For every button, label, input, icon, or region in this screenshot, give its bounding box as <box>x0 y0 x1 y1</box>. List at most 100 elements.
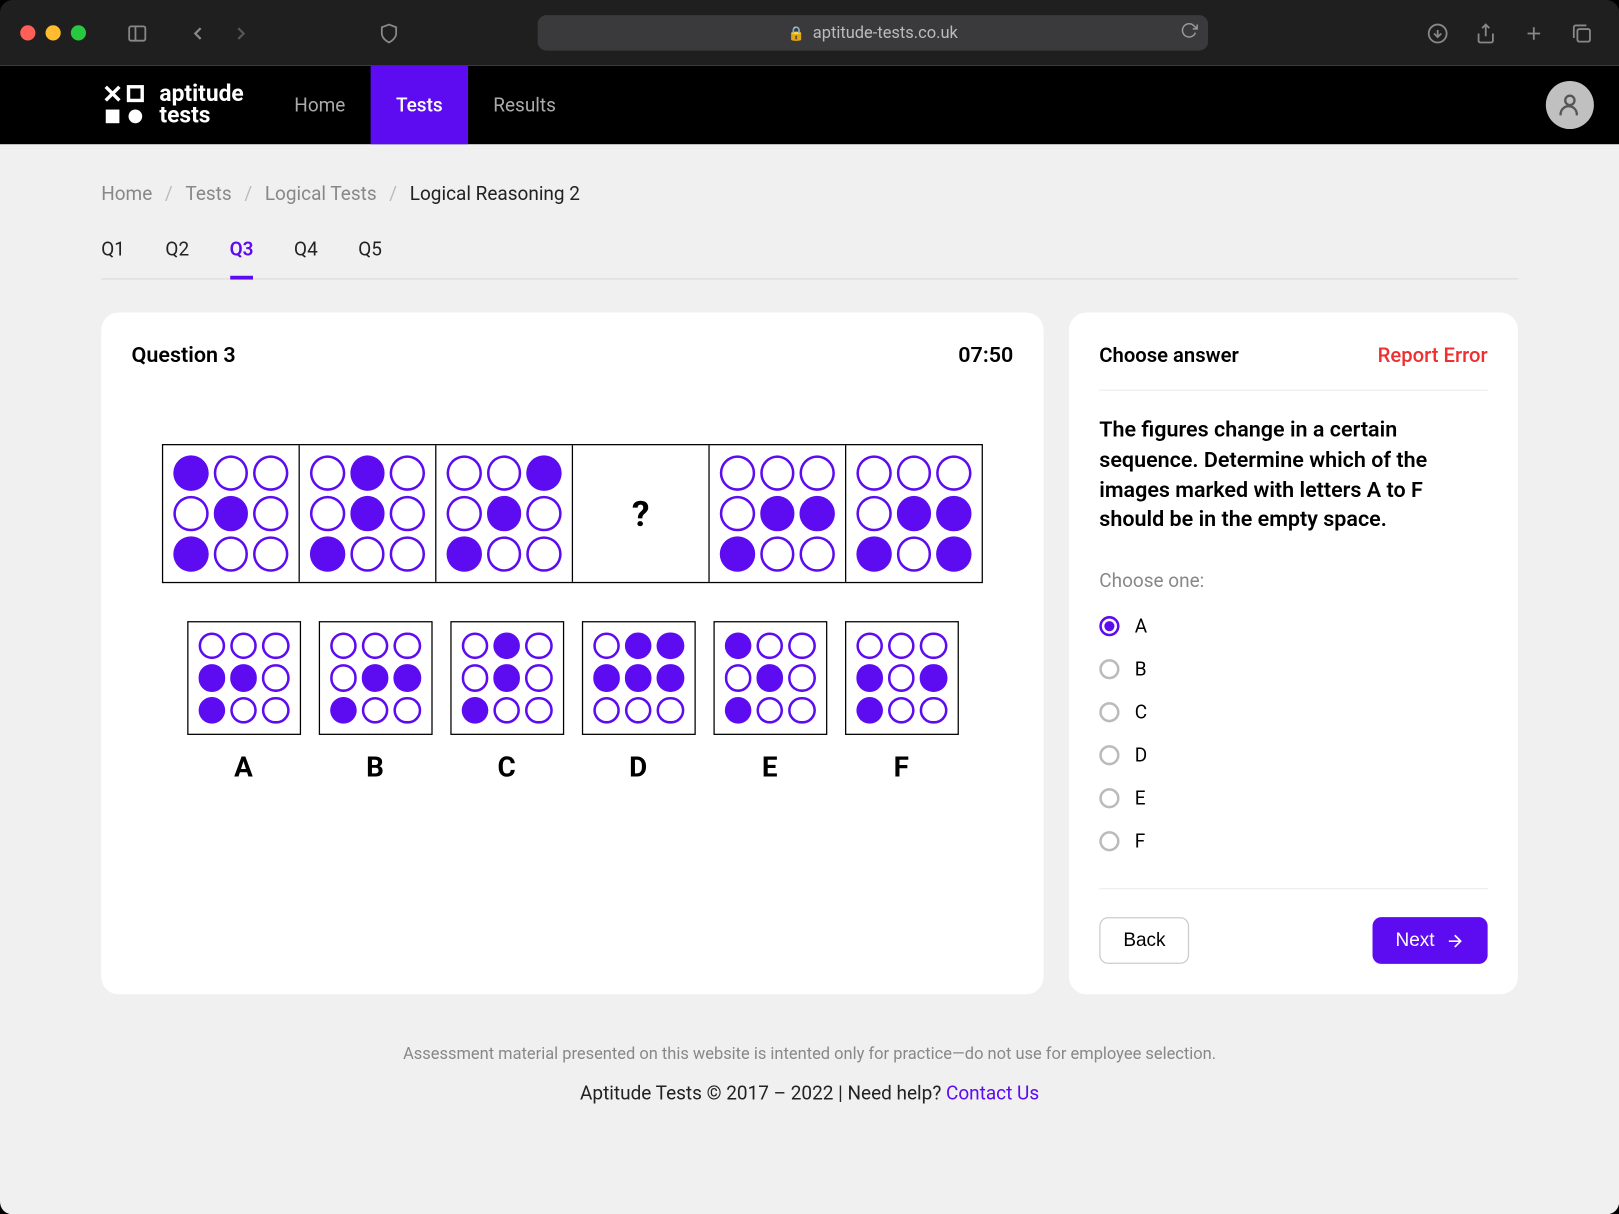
radio-option-f[interactable]: F <box>1099 830 1487 853</box>
dot <box>487 536 522 571</box>
dot <box>390 496 425 531</box>
option-label: E <box>762 753 778 785</box>
option-label: D <box>629 753 647 785</box>
question-tab-q1[interactable]: Q1 <box>101 238 125 278</box>
contact-us-link[interactable]: Contact Us <box>946 1082 1039 1105</box>
dot <box>937 536 972 571</box>
option-a[interactable]: A <box>187 621 301 784</box>
close-window-button[interactable] <box>20 25 35 40</box>
breadcrumb: Home/Tests/Logical Tests/Logical Reasoni… <box>101 182 1518 205</box>
breadcrumb-separator: / <box>165 182 173 205</box>
option-box <box>713 621 827 735</box>
dot-grid <box>720 455 835 571</box>
nav-link-tests[interactable]: Tests <box>371 66 468 144</box>
dot <box>262 665 289 692</box>
dot <box>310 496 345 531</box>
option-b[interactable]: B <box>318 621 432 784</box>
breadcrumb-item[interactable]: Home <box>101 182 152 205</box>
forward-icon[interactable] <box>223 15 258 50</box>
option-label: A <box>234 753 253 785</box>
question-tab-q2[interactable]: Q2 <box>165 238 189 278</box>
maximize-window-button[interactable] <box>71 25 86 40</box>
dot <box>394 633 421 660</box>
breadcrumb-item[interactable]: Tests <box>185 182 231 205</box>
radio-option-a[interactable]: A <box>1099 615 1487 638</box>
back-icon[interactable] <box>180 15 215 50</box>
logo-text: aptitude tests <box>159 83 243 126</box>
radio-option-c[interactable]: C <box>1099 701 1487 724</box>
option-c[interactable]: C <box>450 621 564 784</box>
dot <box>330 633 357 660</box>
options-row: A BC D E F <box>182 621 963 784</box>
choose-one-label: Choose one: <box>1099 569 1487 592</box>
url-bar[interactable]: 🔒 aptitude-tests.co.uk <box>538 15 1208 50</box>
question-tab-q4[interactable]: Q4 <box>294 238 318 278</box>
breadcrumb-current: Logical Reasoning 2 <box>410 182 580 205</box>
dot-grid <box>330 633 421 724</box>
dot <box>593 633 620 660</box>
option-d[interactable]: D <box>581 621 695 784</box>
breadcrumb-item[interactable]: Logical Tests <box>265 182 377 205</box>
sequence-cell <box>846 445 981 582</box>
new-tab-icon[interactable] <box>1515 15 1550 50</box>
logo-mark <box>101 82 147 128</box>
sidebar-toggle-icon[interactable] <box>119 15 154 50</box>
question-instruction: The figures change in a certain sequence… <box>1099 416 1487 536</box>
reload-icon[interactable] <box>1180 22 1198 45</box>
dot <box>788 633 815 660</box>
tabs-overview-icon[interactable] <box>1564 15 1599 50</box>
radio-label: E <box>1135 787 1146 810</box>
dot <box>230 665 257 692</box>
dot <box>760 536 795 571</box>
dot <box>198 633 225 660</box>
dot <box>253 455 288 490</box>
radio-dot <box>1099 616 1119 636</box>
question-timer: 07:50 <box>958 343 1013 368</box>
question-tab-q5[interactable]: Q5 <box>358 238 382 278</box>
dot <box>800 536 835 571</box>
answer-card: Choose answer Report Error The figures c… <box>1069 312 1518 994</box>
dot <box>350 536 385 571</box>
traffic-lights <box>20 25 86 40</box>
dot <box>724 697 751 724</box>
user-avatar[interactable] <box>1546 81 1594 129</box>
dot <box>625 697 652 724</box>
radio-option-d[interactable]: D <box>1099 744 1487 767</box>
dot <box>230 633 257 660</box>
site-logo[interactable]: aptitude tests <box>101 82 243 128</box>
question-tab-q3[interactable]: Q3 <box>230 238 254 280</box>
radio-option-b[interactable]: B <box>1099 658 1487 681</box>
radio-dot <box>1099 702 1119 722</box>
dot <box>447 496 482 531</box>
sequence-row: ? <box>162 444 983 583</box>
dot <box>350 455 385 490</box>
sequence-cell <box>300 445 437 582</box>
option-box <box>318 621 432 735</box>
dot <box>756 697 783 724</box>
privacy-shield-icon[interactable] <box>371 15 406 50</box>
dot <box>213 496 248 531</box>
next-button[interactable]: Next <box>1373 917 1488 964</box>
dot <box>657 633 684 660</box>
back-button[interactable]: Back <box>1099 917 1189 964</box>
option-e[interactable]: E <box>713 621 827 784</box>
dot <box>487 496 522 531</box>
download-icon[interactable] <box>1419 15 1454 50</box>
nav-link-results[interactable]: Results <box>468 66 581 144</box>
nav-link-home[interactable]: Home <box>269 66 371 144</box>
share-icon[interactable] <box>1467 15 1502 50</box>
dot <box>800 496 835 531</box>
radio-option-e[interactable]: E <box>1099 787 1487 810</box>
radio-label: F <box>1135 830 1145 853</box>
dot <box>527 496 562 531</box>
breadcrumb-separator: / <box>389 182 397 205</box>
dot <box>920 633 947 660</box>
option-f[interactable]: F <box>844 621 958 784</box>
minimize-window-button[interactable] <box>46 25 61 40</box>
radio-label: C <box>1135 701 1147 724</box>
dot <box>487 455 522 490</box>
dot <box>724 633 751 660</box>
report-error-link[interactable]: Report Error <box>1378 343 1488 367</box>
dot-grid <box>447 455 562 571</box>
dot <box>262 697 289 724</box>
